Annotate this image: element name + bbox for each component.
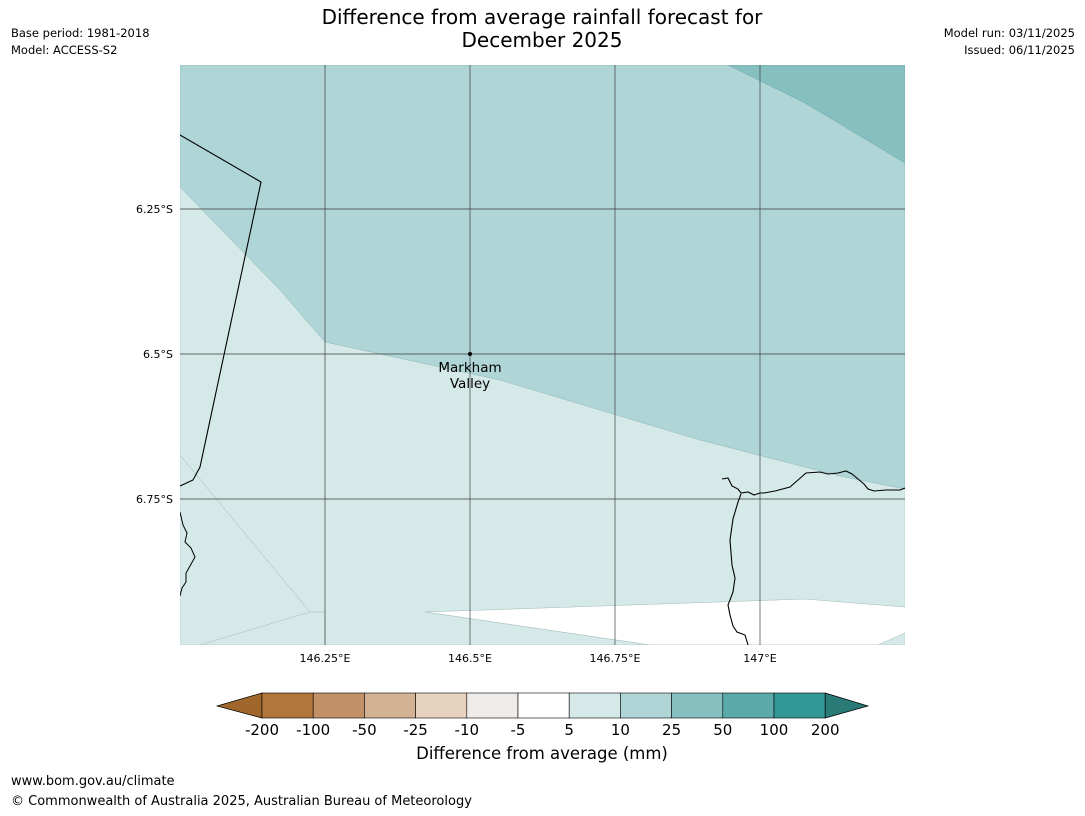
- colorbar-tick-label: -10: [455, 721, 480, 739]
- colorbar-tick-label: 100: [760, 721, 789, 739]
- colorbar-segment: [364, 692, 416, 719]
- model-run: Model run: 03/11/2025: [943, 26, 1075, 40]
- coastline: [721, 470, 905, 496]
- colorbar-tick-label: 200: [811, 721, 840, 739]
- meta-left: Base period: 1981-2018 Model: ACCESS-S2: [11, 25, 150, 59]
- colorbar-extend-low: [215, 692, 263, 719]
- place-name-line-2: Valley: [450, 376, 490, 392]
- colorbar-extend-high: [824, 692, 870, 719]
- colorbar-segment: [415, 692, 468, 719]
- colorbar-segment: [620, 692, 672, 719]
- band-5-10-corner: [877, 632, 905, 645]
- lon-label: 146.75°E: [590, 652, 641, 665]
- lat-label: 6.5°S: [143, 348, 173, 361]
- map-title: Difference from average rainfall forecas…: [242, 6, 842, 52]
- graticule: [180, 65, 905, 645]
- colorbar-segment: [312, 692, 365, 719]
- map-area: [180, 65, 905, 645]
- colorbar-segment: [568, 692, 621, 719]
- colorbar-segment: [517, 692, 570, 719]
- band-25-50: [727, 65, 905, 164]
- colorbar-tick-label: 5: [564, 721, 574, 739]
- band-10-25: [180, 65, 905, 490]
- west-river: [180, 511, 196, 597]
- title-line-2: December 2025: [461, 28, 623, 52]
- colorbar-tick-label: -25: [403, 721, 428, 739]
- lon-label: 147°E: [743, 652, 776, 665]
- river-east: [727, 493, 749, 645]
- place-name-line-1: Markham: [438, 360, 501, 376]
- meta-right: Model run: 03/11/2025 Issued: 06/11/2025: [944, 25, 1075, 59]
- province-border: [180, 134, 262, 487]
- lat-label: 6.75°S: [136, 493, 173, 506]
- place-marker[interactable]: [468, 352, 472, 356]
- colorbar-segment: [773, 692, 826, 719]
- colorbar-title: Difference from average (mm): [416, 744, 668, 763]
- colorbar-tick-label: 10: [611, 721, 630, 739]
- lon-label: 146.5°E: [448, 652, 492, 665]
- footer-copyright: © Commonwealth of Australia 2025, Austra…: [11, 794, 472, 809]
- colorbar-segment: [261, 692, 314, 719]
- model-name: Model: ACCESS-S2: [11, 43, 118, 57]
- lat-label: 6.25°S: [136, 203, 173, 216]
- colorbar-tick-label: -200: [245, 721, 279, 739]
- colorbar-segment: [466, 692, 519, 719]
- lon-label: 146.25°E: [300, 652, 351, 665]
- issued-date: Issued: 06/11/2025: [964, 43, 1075, 57]
- colorbar-tick-label: 25: [662, 721, 681, 739]
- base-period: Base period: 1981-2018: [11, 26, 150, 40]
- colorbar-segment: [722, 692, 775, 719]
- colorbar-segment: [671, 692, 724, 719]
- colorbar-tick-label: -5: [511, 721, 526, 739]
- colorbar-tick-label: -50: [352, 721, 377, 739]
- colorbar: -200 -100 -50 -25 -10 -5 5 10 25 50 100 200: [215, 692, 870, 739]
- colorbar-tick-label: -100: [296, 721, 330, 739]
- title-line-1: Difference from average rainfall forecas…: [321, 5, 763, 29]
- footer-url[interactable]: www.bom.gov.au/climate: [11, 774, 175, 789]
- colorbar-tick-label: 50: [713, 721, 732, 739]
